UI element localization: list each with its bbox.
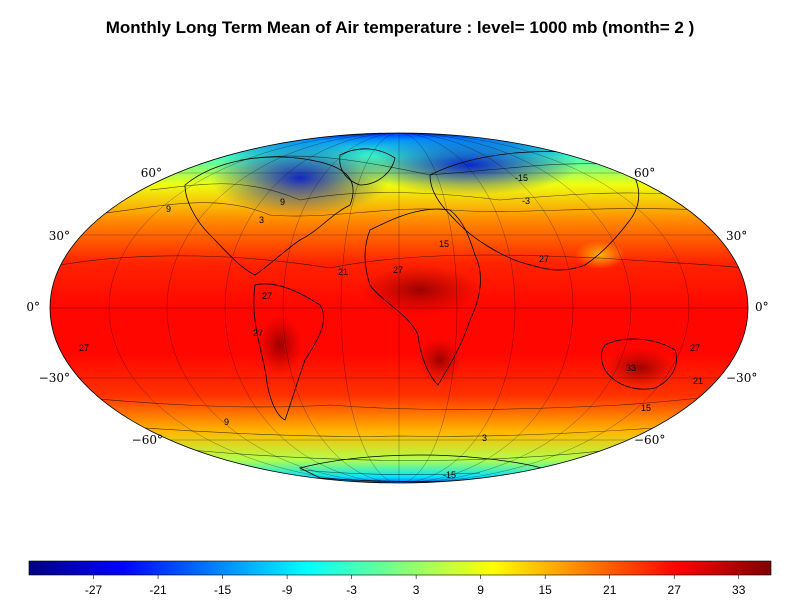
cool-region-tibet xyxy=(575,241,625,269)
cold-region-north-america xyxy=(210,140,390,216)
map-title: Monthly Long Term Mean of Air temperatur… xyxy=(105,18,695,37)
colorbar-bar xyxy=(28,560,772,576)
hot-region-south-africa xyxy=(418,338,462,382)
lat-label-left: 0° xyxy=(26,300,40,314)
colorbar-ticks: -27 -21 -15 -9 -3 3 9 15 21 27 33 xyxy=(85,575,746,597)
colorbar-tick-label: -9 xyxy=(282,583,293,597)
lat-label-right: −30° xyxy=(726,371,757,385)
contour-label: 9 xyxy=(280,197,285,207)
australia-outline xyxy=(600,338,677,390)
south-america-outline xyxy=(253,283,325,421)
colorbar-tick-label: -3 xyxy=(346,583,357,597)
globe-outline xyxy=(49,132,749,484)
contour-label: 27 xyxy=(262,291,272,301)
contour-label: 15 xyxy=(641,403,651,413)
hot-region-africa xyxy=(360,265,480,315)
contour-label: 9 xyxy=(224,417,229,427)
lat-label-left: 60° xyxy=(141,166,162,180)
europe-africa-outline xyxy=(364,208,481,386)
lat-label-right: 30° xyxy=(726,229,747,243)
colorbar-tick-label: 27 xyxy=(668,583,682,597)
graticule xyxy=(50,133,748,483)
contour-label: 21 xyxy=(338,267,348,277)
colorbar-tick-label: 21 xyxy=(603,583,617,597)
colorbar-tick-label: 9 xyxy=(477,583,484,597)
contour-label: 27 xyxy=(690,343,700,353)
colorbar-tick-label: -15 xyxy=(214,583,232,597)
temperature-field xyxy=(50,133,748,483)
colorbar: -27 -21 -15 -9 -3 3 9 15 21 27 33 xyxy=(28,560,772,597)
latitude-labels-left: 60° 30° 0° −30° −60° xyxy=(26,166,163,447)
colorbar-tick-label: 3 xyxy=(413,583,420,597)
lat-label-left: 30° xyxy=(49,229,70,243)
colorbar-tick-label: 33 xyxy=(732,583,746,597)
contour-label: -3 xyxy=(522,196,530,206)
contour-label: 27 xyxy=(79,343,89,353)
colorbar-tick-label: 15 xyxy=(538,583,552,597)
contour-label: 21 xyxy=(693,376,703,386)
contour-label: 3 xyxy=(259,215,264,225)
latitude-labels-right: 60° 30° 0° −30° −60° xyxy=(634,166,769,447)
lat-label-left: −30° xyxy=(39,371,70,385)
contour-label: 33 xyxy=(626,363,636,373)
contour-label: -15 xyxy=(443,470,456,480)
hot-region-south-america xyxy=(258,315,302,375)
lat-label-right: −60° xyxy=(634,433,665,447)
contour-label: -15 xyxy=(515,173,528,183)
lat-label-right: 0° xyxy=(755,300,769,314)
contour-label: 27 xyxy=(253,328,263,338)
lat-label-right: 60° xyxy=(634,166,655,180)
cold-region-siberia xyxy=(360,135,580,195)
contour-label: 27 xyxy=(539,254,549,264)
colorbar-tick-label: -21 xyxy=(149,583,167,597)
contour-label: 27 xyxy=(393,265,403,275)
contour-label: 9 xyxy=(166,204,171,214)
contour-label: 15 xyxy=(439,239,449,249)
contour-label: 3 xyxy=(482,433,487,443)
lat-label-left: −60° xyxy=(132,433,163,447)
colorbar-tick-label: -27 xyxy=(85,583,103,597)
contour-labels: -15 9 9 -3 3 15 21 27 27 27 27 27 27 21 … xyxy=(79,173,703,480)
